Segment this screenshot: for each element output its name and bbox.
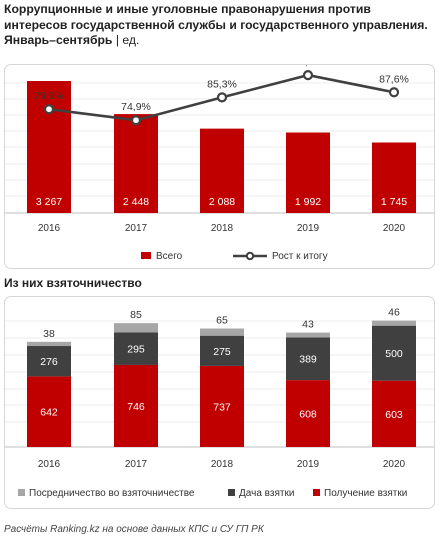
chart2-svg: 642 276 38 2016 746 295 85 2017 737 275 65 2018 608 3… xyxy=(5,307,434,499)
chart1-svg: 3 267 2 448 2 088 1 992 1 745 79,9% 74,9% 85,3%… xyxy=(5,56,434,262)
bar-total xyxy=(372,142,416,213)
x-tick-label: 2018 xyxy=(211,223,234,234)
bar-segment-receipt xyxy=(372,380,416,447)
legend-label-growth: Рост к итогу xyxy=(272,251,328,262)
bar-segment-giving xyxy=(27,346,71,377)
segment-label-mediation: 38 xyxy=(43,328,55,340)
bar-segment-receipt xyxy=(286,380,330,447)
bar-value-label: 2 088 xyxy=(209,196,235,208)
segment-label-mediation: 46 xyxy=(388,307,400,319)
line-value-label: 95,4% xyxy=(293,65,323,68)
segment-label-receipt: 642 xyxy=(40,407,58,419)
line-value-label: 79,9% xyxy=(34,90,64,102)
x-tick-label: 2018 xyxy=(211,459,234,470)
segment-label-receipt: 737 xyxy=(213,401,231,413)
bar-total xyxy=(286,132,330,213)
line-point xyxy=(302,70,314,81)
x-tick-label: 2017 xyxy=(125,223,148,234)
bar-segment-mediation xyxy=(286,332,330,338)
bar-value-label: 2 448 xyxy=(123,196,149,208)
x-tick-label: 2020 xyxy=(383,223,406,234)
legend-marker-growth xyxy=(245,251,255,261)
line-value-label: 87,6% xyxy=(379,73,409,85)
chart1-panel: 3 267 2 448 2 088 1 992 1 745 79,9% 74,9% 85,3%… xyxy=(4,56,435,269)
bar-segment-receipt xyxy=(200,365,244,447)
source-note: Расчёты Ranking.kz на основе данных КПС … xyxy=(4,524,264,535)
bar-segment-mediation xyxy=(114,323,158,333)
legend-label-receipt: Получение взятки xyxy=(324,488,407,499)
segment-label-mediation: 85 xyxy=(130,309,142,321)
bar-total xyxy=(27,81,71,213)
segment-label-giving: 389 xyxy=(299,354,317,366)
segment-label-receipt: 603 xyxy=(385,409,403,421)
legend-swatch-total xyxy=(141,252,151,259)
chart2-panel: 642 276 38 2016 746 295 85 2017 737 275 65 2018 608 3… xyxy=(4,296,435,509)
legend-label-mediation: Посредничество во взяточничестве xyxy=(29,488,195,499)
legend-swatch-receipt xyxy=(313,489,320,496)
bar-value-label: 1 992 xyxy=(295,196,321,208)
line-value-label: 74,9% xyxy=(121,101,151,113)
legend-swatch-mediation xyxy=(18,489,25,496)
segment-label-receipt: 608 xyxy=(299,409,317,421)
segment-label-mediation: 65 xyxy=(216,315,228,327)
segment-label-giving: 276 xyxy=(40,356,58,368)
segment-label-giving: 275 xyxy=(213,346,231,358)
bar-segment-receipt xyxy=(114,364,158,447)
segment-label-giving: 295 xyxy=(127,344,145,356)
x-tick-label: 2016 xyxy=(38,223,61,234)
bar-segment-mediation xyxy=(27,341,71,347)
line-point xyxy=(216,92,228,103)
bar-segment-giving xyxy=(286,337,330,381)
line-value-label: 85,3% xyxy=(207,78,237,90)
bar-value-label: 3 267 xyxy=(36,196,62,208)
legend-swatch-giving xyxy=(228,489,235,496)
segment-label-giving: 500 xyxy=(385,348,403,360)
legend-label-total: Всего xyxy=(156,251,183,262)
chart-title: Коррупционные и иные уголовные правонару… xyxy=(4,2,436,49)
chart2-subtitle: Из них взяточничество xyxy=(4,276,142,290)
x-tick-label: 2020 xyxy=(383,459,406,470)
chart-title-unit: | ед. xyxy=(115,33,140,47)
bar-value-label: 1 745 xyxy=(381,196,407,208)
x-tick-label: 2019 xyxy=(297,459,320,470)
line-point xyxy=(388,87,400,98)
chart-title-main: Коррупционные и иные уголовные правонару… xyxy=(4,2,428,47)
bar-segment-receipt xyxy=(27,376,71,447)
legend-label-giving: Дача взятки xyxy=(239,488,294,499)
bar-segment-mediation xyxy=(372,320,416,326)
x-tick-label: 2019 xyxy=(297,223,320,234)
bar-segment-giving xyxy=(372,325,416,381)
line-point xyxy=(43,104,55,115)
bar-segment-giving xyxy=(114,332,158,365)
bar-segment-giving xyxy=(200,335,244,366)
bar-total xyxy=(114,114,158,213)
line-point xyxy=(130,115,142,126)
bar-segment-mediation xyxy=(200,328,244,336)
x-tick-label: 2017 xyxy=(125,459,148,470)
segment-label-mediation: 43 xyxy=(302,319,314,331)
x-tick-label: 2016 xyxy=(38,459,61,470)
bar-total xyxy=(200,128,244,213)
segment-label-receipt: 746 xyxy=(127,401,145,413)
